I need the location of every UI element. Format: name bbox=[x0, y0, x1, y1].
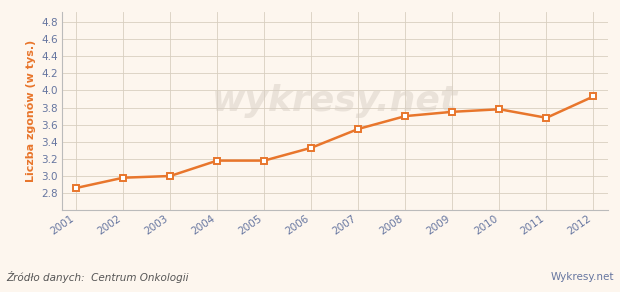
Y-axis label: Liczba zgonów (w tys.): Liczba zgonów (w tys.) bbox=[25, 40, 36, 182]
Text: wykresy.net: wykresy.net bbox=[212, 84, 458, 118]
Text: Źródło danych:  Centrum Onkologii: Źródło danych: Centrum Onkologii bbox=[6, 271, 188, 284]
Text: Wykresy.net: Wykresy.net bbox=[551, 272, 614, 282]
